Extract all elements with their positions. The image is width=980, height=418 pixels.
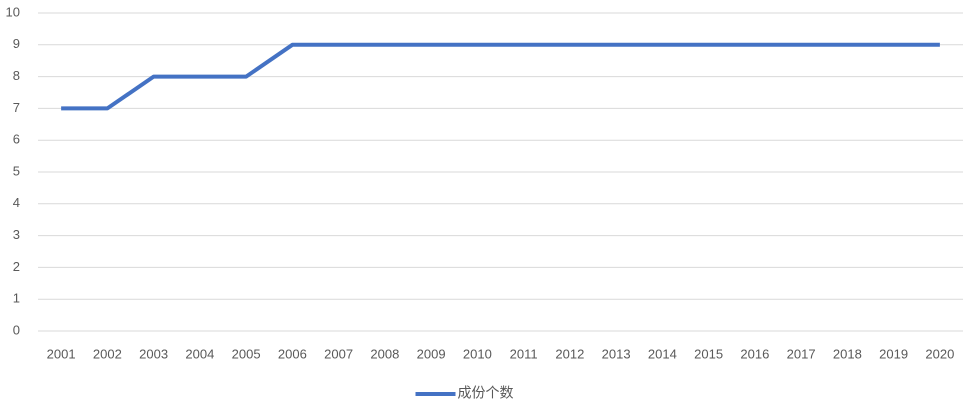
x-tick-label: 2006	[278, 346, 307, 361]
x-tick-label: 2015	[694, 346, 723, 361]
legend-label: 成份个数	[458, 385, 514, 401]
x-tick-label: 2018	[833, 346, 862, 361]
y-tick-label: 4	[13, 195, 20, 210]
x-tick-label: 2004	[185, 346, 214, 361]
x-tick-label: 2008	[370, 346, 399, 361]
y-tick-label: 5	[13, 163, 20, 178]
x-tick-label: 2003	[139, 346, 168, 361]
x-tick-label: 2011	[510, 346, 538, 361]
y-tick-label: 7	[13, 100, 20, 115]
y-tick-label: 8	[13, 68, 20, 83]
x-tick-label: 2005	[232, 346, 261, 361]
x-tick-label: 2017	[787, 346, 816, 361]
x-tick-label: 2012	[555, 346, 584, 361]
y-tick-label: 1	[13, 291, 20, 306]
y-tick-label: 10	[6, 4, 20, 19]
x-tick-label: 2013	[602, 346, 631, 361]
x-tick-label: 2009	[417, 346, 446, 361]
y-tick-label: 3	[13, 227, 20, 242]
y-tick-label: 0	[13, 322, 20, 337]
y-tick-label: 2	[13, 259, 20, 274]
x-tick-label: 2001	[47, 346, 76, 361]
x-tick-label: 2010	[463, 346, 492, 361]
x-tick-label: 2002	[93, 346, 122, 361]
y-tick-label: 6	[13, 132, 20, 147]
x-tick-label: 2016	[740, 346, 769, 361]
data-line	[61, 42, 940, 111]
x-tick-label: 2014	[648, 346, 677, 361]
x-tick-label: 2007	[324, 346, 353, 361]
x-tick-label: 2020	[925, 346, 954, 361]
y-tick-label: 9	[13, 36, 20, 51]
x-tick-label: 2019	[879, 346, 908, 361]
